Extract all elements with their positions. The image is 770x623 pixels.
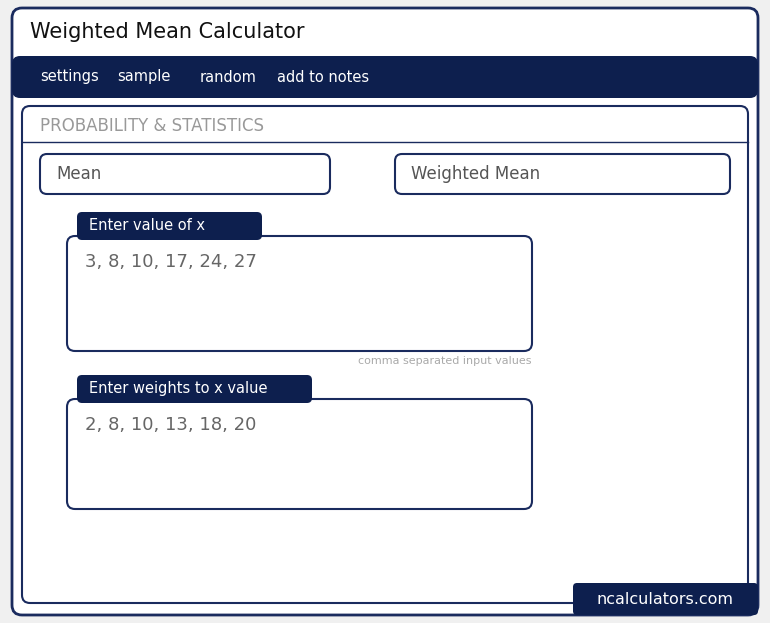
Text: Weighted Mean Calculator: Weighted Mean Calculator	[30, 22, 304, 42]
FancyBboxPatch shape	[67, 236, 532, 351]
Text: settings: settings	[40, 70, 99, 85]
Text: sample: sample	[117, 70, 170, 85]
FancyBboxPatch shape	[22, 106, 748, 603]
FancyBboxPatch shape	[395, 154, 730, 194]
Text: 2, 8, 10, 13, 18, 20: 2, 8, 10, 13, 18, 20	[85, 416, 256, 434]
FancyBboxPatch shape	[67, 399, 532, 509]
Text: PROBABILITY & STATISTICS: PROBABILITY & STATISTICS	[40, 117, 264, 135]
Text: add to notes: add to notes	[277, 70, 369, 85]
Text: Weighted Mean: Weighted Mean	[411, 165, 540, 183]
FancyBboxPatch shape	[12, 8, 758, 615]
FancyBboxPatch shape	[12, 56, 758, 98]
FancyBboxPatch shape	[77, 212, 262, 240]
FancyBboxPatch shape	[573, 583, 758, 615]
FancyBboxPatch shape	[40, 154, 330, 194]
Text: ncalculators.com: ncalculators.com	[597, 591, 734, 607]
Text: Enter weights to x value: Enter weights to x value	[89, 381, 267, 396]
Text: Mean: Mean	[56, 165, 101, 183]
FancyBboxPatch shape	[77, 375, 312, 403]
Text: comma separated input values: comma separated input values	[359, 356, 532, 366]
Text: Enter value of x: Enter value of x	[89, 219, 205, 234]
Text: 3, 8, 10, 17, 24, 27: 3, 8, 10, 17, 24, 27	[85, 253, 257, 271]
Text: random: random	[200, 70, 257, 85]
